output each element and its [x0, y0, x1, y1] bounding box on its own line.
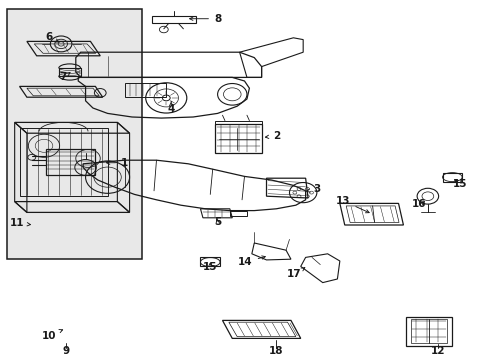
Text: 2: 2 — [265, 131, 279, 141]
Text: 11: 11 — [10, 218, 30, 228]
Text: 4: 4 — [167, 102, 175, 114]
Text: 18: 18 — [268, 346, 283, 356]
Text: 15: 15 — [203, 262, 217, 272]
Text: 7: 7 — [59, 72, 70, 82]
Text: 10: 10 — [41, 329, 62, 341]
Text: 13: 13 — [335, 196, 368, 213]
Text: 17: 17 — [286, 267, 304, 279]
Text: 14: 14 — [238, 256, 265, 267]
Text: 9: 9 — [62, 346, 69, 356]
Text: 6: 6 — [45, 32, 59, 42]
Text: 3: 3 — [306, 184, 320, 194]
Text: 8: 8 — [189, 14, 221, 24]
Text: 1: 1 — [106, 158, 128, 168]
Text: 15: 15 — [451, 179, 466, 189]
FancyBboxPatch shape — [7, 9, 142, 259]
Text: 16: 16 — [411, 199, 426, 210]
Text: 5: 5 — [214, 217, 221, 228]
Text: 12: 12 — [429, 346, 444, 356]
